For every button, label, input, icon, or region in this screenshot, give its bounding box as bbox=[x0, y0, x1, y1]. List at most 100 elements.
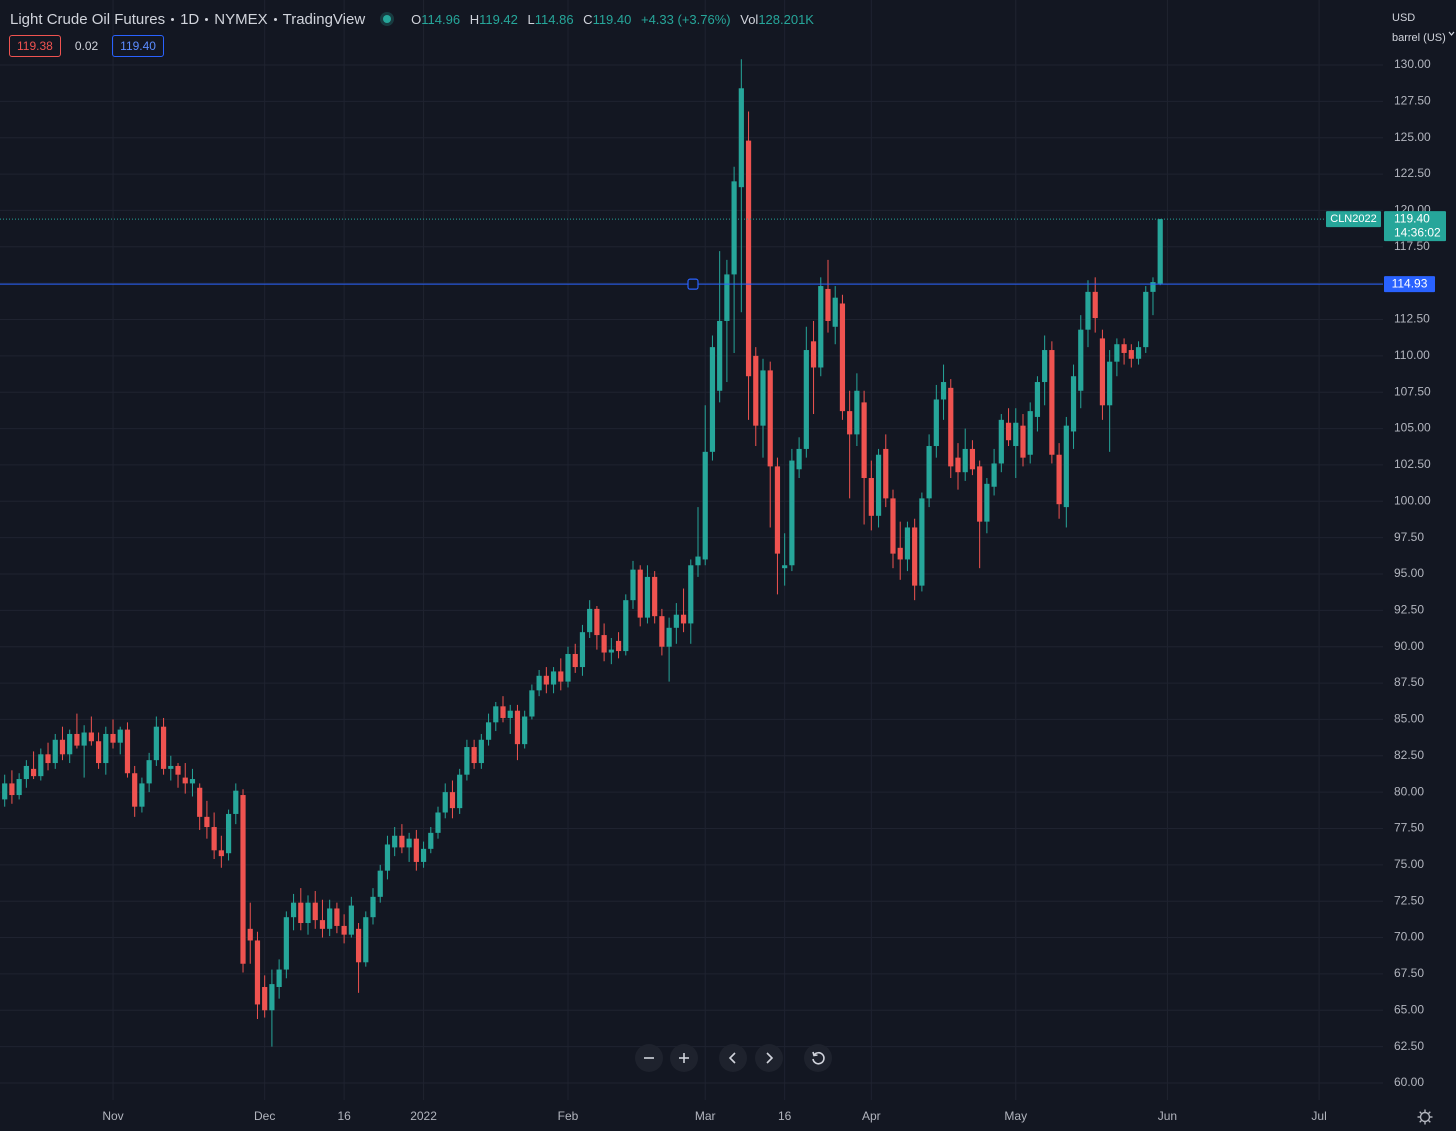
candle-body bbox=[182, 777, 188, 784]
x-tick-label: Dec bbox=[254, 1109, 275, 1123]
candle-body bbox=[334, 908, 340, 926]
candle-body bbox=[399, 835, 405, 848]
y-tick-label: 117.50 bbox=[1394, 239, 1430, 253]
ask-badge[interactable]: 119.40 bbox=[112, 35, 164, 57]
y-tick-label: 87.50 bbox=[1394, 675, 1424, 689]
candle-body bbox=[666, 627, 672, 647]
candle-body bbox=[197, 787, 203, 817]
candle-body bbox=[868, 478, 874, 516]
unit-chevron[interactable] bbox=[1448, 31, 1455, 36]
market-status[interactable] bbox=[383, 15, 392, 23]
candle-body bbox=[630, 569, 636, 601]
candle-body bbox=[1121, 344, 1127, 353]
y-tick-label: 122.50 bbox=[1394, 166, 1431, 180]
candle-body bbox=[673, 614, 679, 628]
candle-body bbox=[789, 460, 795, 566]
ohlc-key: C bbox=[583, 11, 593, 27]
candle-body bbox=[594, 608, 600, 636]
y-tick-label: 130.00 bbox=[1394, 57, 1431, 71]
settings-button[interactable] bbox=[1417, 1109, 1433, 1125]
candle-body bbox=[160, 726, 167, 769]
candle-body bbox=[1128, 350, 1134, 359]
candle-body bbox=[1135, 347, 1142, 359]
last-price-label-bg bbox=[1384, 211, 1446, 242]
candle-body bbox=[110, 733, 116, 743]
candle-body bbox=[796, 448, 802, 470]
axes: 60.00 62.50 65.00 67.50 70.00 72.50 75.00 77.50… bbox=[102, 31, 1455, 1125]
candle-body bbox=[355, 928, 362, 963]
candle-body bbox=[312, 902, 318, 921]
y-tick-label: 72.50 bbox=[1394, 893, 1424, 907]
candle-body bbox=[464, 747, 470, 775]
symbol-name[interactable]: Light Crude Oil Futures bbox=[10, 10, 166, 28]
currency[interactable]: USD bbox=[1392, 12, 1416, 24]
reset-button[interactable] bbox=[804, 1044, 832, 1072]
candle-body bbox=[550, 671, 557, 685]
candle-body bbox=[247, 928, 253, 941]
exchange: NYMEX bbox=[214, 10, 268, 28]
legend-header: Light Crude Oil Futures 1D NYMEX Trading… bbox=[10, 9, 820, 29]
candle-body bbox=[587, 608, 593, 633]
price-line-label-bg bbox=[1384, 276, 1435, 293]
candle-body bbox=[23, 765, 29, 780]
candle-body bbox=[132, 773, 138, 807]
candle-body bbox=[384, 844, 391, 871]
candle-body bbox=[124, 729, 131, 774]
candle-body bbox=[543, 675, 549, 685]
candle-body bbox=[1107, 361, 1113, 406]
ohlc-value: 119.42 bbox=[479, 11, 518, 27]
unit[interactable]: barrel (US) bbox=[1392, 32, 1446, 44]
scroll-left-button[interactable] bbox=[719, 1044, 747, 1072]
candle-body bbox=[984, 483, 990, 522]
candle-body bbox=[875, 454, 882, 516]
candle-body bbox=[1150, 282, 1156, 292]
y-tick-label: 127.50 bbox=[1394, 94, 1431, 108]
candle-body bbox=[478, 739, 484, 764]
candle-body bbox=[204, 816, 210, 828]
candle-body bbox=[471, 747, 477, 764]
y-tick-label: 65.00 bbox=[1394, 1002, 1424, 1016]
candle-body bbox=[377, 870, 383, 897]
candle-body bbox=[1013, 422, 1019, 447]
gear-ring bbox=[1419, 1111, 1431, 1123]
candle-body bbox=[854, 390, 860, 435]
candle-body bbox=[724, 274, 730, 321]
candle-body bbox=[514, 710, 521, 745]
zoom-out-button[interactable] bbox=[635, 1044, 663, 1072]
candle-body bbox=[926, 446, 932, 499]
x-tick-label: May bbox=[1004, 1109, 1027, 1123]
candle-body bbox=[572, 653, 578, 668]
candle-body bbox=[832, 297, 838, 327]
scroll-right-button[interactable] bbox=[755, 1044, 783, 1072]
candle-body bbox=[717, 320, 723, 391]
candle-body bbox=[861, 402, 867, 479]
candle-body bbox=[420, 848, 427, 862]
candle-body bbox=[998, 419, 1004, 464]
candle-body bbox=[88, 732, 94, 742]
candle-body bbox=[652, 576, 658, 617]
axis-header: USD barrel (US) bbox=[1392, 8, 1446, 48]
candle-body bbox=[327, 908, 333, 929]
candle-body bbox=[95, 741, 102, 764]
ohlc-key: L bbox=[527, 11, 535, 27]
interval[interactable]: 1D bbox=[180, 10, 200, 28]
volume-key: Vol bbox=[740, 11, 759, 27]
candle-body bbox=[449, 792, 456, 809]
candle-body bbox=[168, 765, 174, 769]
line-handle[interactable] bbox=[687, 278, 699, 290]
candle-body bbox=[615, 640, 622, 652]
gear-tooth bbox=[1419, 1120, 1422, 1123]
candle-body bbox=[991, 463, 997, 487]
candle-body bbox=[269, 984, 275, 1011]
zoom-in-button[interactable] bbox=[670, 1044, 698, 1072]
ohlc-key: O bbox=[411, 11, 422, 27]
price-badges: 119.38 0.02 119.40 bbox=[9, 35, 164, 57]
candle-body bbox=[782, 565, 788, 569]
candle-body bbox=[254, 940, 261, 1005]
bid-badge[interactable]: 119.38 bbox=[9, 35, 61, 57]
separator bbox=[205, 17, 209, 21]
candle-body bbox=[435, 812, 441, 833]
candle-body bbox=[529, 690, 535, 717]
candle-body bbox=[189, 779, 196, 784]
last-price-label: 119.40 bbox=[1394, 211, 1430, 225]
